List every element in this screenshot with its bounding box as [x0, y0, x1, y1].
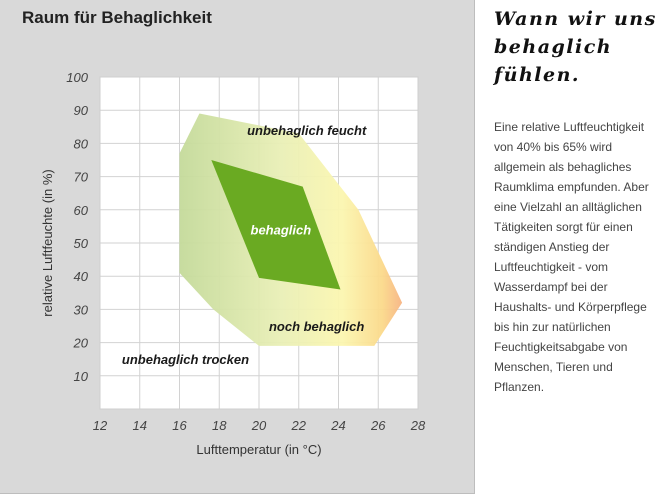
x-tick-label-3: 18	[212, 418, 227, 433]
y-tick-label-7: 80	[74, 136, 89, 151]
x-tick-label-6: 24	[330, 418, 345, 433]
x-tick-label-0: 12	[93, 418, 108, 433]
chart-title: Raum für Behaglichkeit	[22, 8, 212, 27]
region-behaglich	[211, 160, 341, 290]
x-tick-label-8: 28	[410, 418, 426, 433]
y-tick-label-1: 20	[73, 336, 89, 351]
plot-border	[99, 76, 419, 410]
x-tick-label-2: 16	[172, 418, 187, 433]
y-tick-label-3: 40	[74, 269, 89, 284]
annotation-behaglich: behaglich	[251, 223, 312, 238]
y-tick-label-6: 70	[74, 170, 89, 185]
side-body: Eine relative Luftfeuchtigkeit von 40% b…	[494, 120, 649, 394]
y-tick-label-2: 30	[74, 302, 89, 317]
x-tick-label-5: 22	[291, 418, 307, 433]
annotation-unbehaglich-feucht: unbehaglich feucht	[247, 123, 367, 138]
comfort-chart: 12 14 16 18 20 22 24 26 28 10 20 30 40 50 60 70 80 90 100…	[40, 70, 426, 457]
y-axis-ticks: 10 20 30 40 50 60 70 80 90 100	[66, 70, 88, 384]
side-text: Wann wir uns behaglich fühlen. Eine rela…	[494, 0, 662, 397]
x-tick-label-1: 14	[133, 418, 147, 433]
x-axis-ticks: 12 14 16 18 20 22 24 26 28	[93, 418, 426, 433]
y-tick-label-8: 90	[74, 103, 89, 118]
regions	[179, 113, 403, 346]
y-tick-label-9: 100	[66, 70, 88, 85]
chart-panel: Raum für Behaglichkeit 12 14 16 18 20 22 24 26 2…	[0, 0, 475, 494]
y-tick-label-4: 50	[74, 236, 89, 251]
side-heading: Wann wir uns behaglich fühlen.	[494, 8, 657, 86]
y-tick-label-0: 10	[74, 369, 89, 384]
x-tick-label-4: 20	[251, 418, 267, 433]
annotation-unbehaglich-trocken: unbehaglich trocken	[122, 352, 249, 367]
annotation-noch-behaglich: noch behaglich	[269, 319, 364, 334]
y-tick-label-5: 60	[74, 203, 89, 218]
annotations: unbehaglich feucht behaglich noch behaglic…	[122, 123, 367, 367]
x-tick-label-7: 26	[370, 418, 386, 433]
x-axis-label: Lufttemperatur (in °C)	[196, 442, 321, 457]
y-axis-label: relative Luftfeuchte (in %)	[40, 169, 55, 316]
